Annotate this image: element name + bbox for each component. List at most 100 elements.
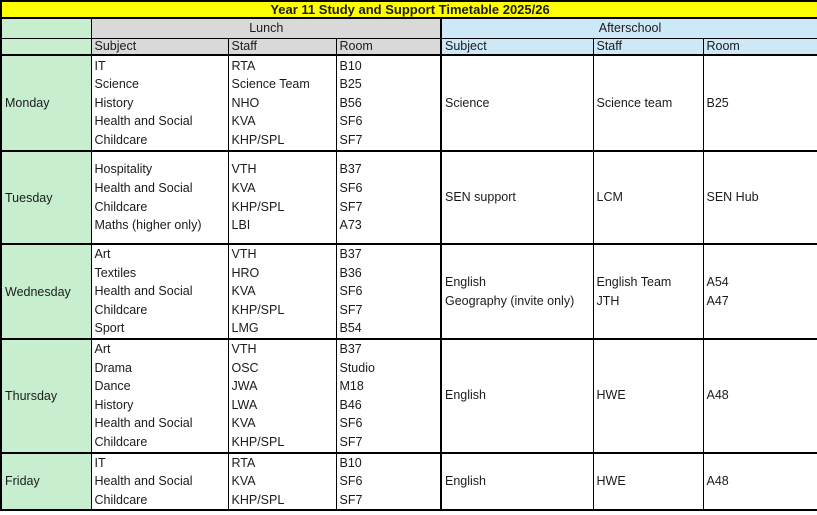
lunch-subject-header: Subject bbox=[90, 37, 229, 56]
lunch-room-cell: B10 B25 B56 SF6 SF7 bbox=[335, 54, 442, 152]
afterschool-room-cell: SEN Hub bbox=[702, 150, 817, 245]
lunch-room-entry: SF6 bbox=[339, 474, 363, 489]
lunch-subject-entry: Drama bbox=[94, 360, 133, 375]
afterschool-room-entry: A48 bbox=[706, 388, 729, 403]
lunch-room-entry: M18 bbox=[339, 379, 364, 394]
lunch-staff-entry: OSC bbox=[231, 360, 259, 375]
lunch-subject-cell: IT Health and Social Childcare bbox=[90, 451, 229, 511]
afterschool-subject-cell: English bbox=[440, 451, 594, 511]
lunch-subject-cell: Hospitality Health and Social Childcare Mat… bbox=[90, 150, 229, 245]
afterschool-subject-entry: SEN support bbox=[445, 190, 516, 205]
afterschool-room-entry: SEN Hub bbox=[706, 190, 759, 205]
day-label: Friday bbox=[0, 451, 92, 511]
lunch-room-entry: A73 bbox=[339, 218, 362, 233]
lunch-room-entry: SF7 bbox=[339, 199, 363, 214]
lunch-subject-entry: IT bbox=[94, 455, 106, 470]
lunch-subject-entry: Sport bbox=[94, 321, 125, 336]
day-row-friday: Friday IT Health and Social Childcare RTA KVA… bbox=[0, 451, 817, 511]
lunch-room-entry: B37 bbox=[339, 247, 362, 262]
lunch-room-entry: SF7 bbox=[339, 492, 363, 507]
lunch-staff-entry: KVA bbox=[231, 416, 256, 431]
afterschool-subject-entry: English bbox=[445, 474, 486, 489]
afterschool-room-cell: A48 bbox=[702, 338, 817, 454]
lunch-subject-entry: Textiles bbox=[94, 265, 137, 280]
afterschool-subject-entry: English bbox=[445, 388, 486, 403]
lunch-room-entry: B10 bbox=[339, 455, 362, 470]
lunch-staff-entry: RTA bbox=[231, 58, 256, 73]
lunch-room-header: Room bbox=[335, 37, 442, 56]
lunch-subject-entry: Health and Social bbox=[94, 284, 193, 299]
day-row-wednesday: Wednesday Art Textiles Health and Social Chi… bbox=[0, 243, 817, 340]
afterschool-staff-entry: Science team bbox=[596, 95, 673, 110]
lunch-room-entry: SF6 bbox=[339, 114, 363, 129]
afterschool-staff-entry: LCM bbox=[596, 190, 623, 205]
lunch-room-entry: SF7 bbox=[339, 302, 363, 317]
lunch-subject-entry: Health and Social bbox=[94, 416, 193, 431]
afterschool-staff-header: Staff bbox=[592, 37, 704, 56]
day-label: Wednesday bbox=[0, 243, 92, 340]
lunch-subject-entry: Hospitality bbox=[94, 162, 153, 177]
afterschool-staff-cell: English Team JTH bbox=[592, 243, 704, 340]
afterschool-subject-entry: English bbox=[445, 274, 486, 289]
lunch-subject-entry: Health and Social bbox=[94, 114, 193, 129]
lunch-staff-header: Staff bbox=[227, 37, 337, 56]
timetable-body: Monday IT Science History Health and Social C… bbox=[0, 54, 817, 511]
lunch-subject-entry: History bbox=[94, 397, 134, 412]
lunch-subject-entry: Science bbox=[94, 77, 139, 92]
afterschool-section-header: Afterschool bbox=[439, 17, 817, 39]
lunch-subject-entry: Art bbox=[94, 247, 111, 262]
lunch-room-cell: B37 SF6 SF7 A73 bbox=[335, 150, 442, 245]
column-header-row: Subject Staff Room Subject Staff Room bbox=[0, 37, 817, 56]
afterschool-room-cell: A54 A47 bbox=[702, 243, 817, 340]
lunch-subject-entry: Childcare bbox=[94, 434, 148, 449]
lunch-room-entry: SF7 bbox=[339, 132, 363, 147]
lunch-staff-entry: LBI bbox=[231, 218, 251, 233]
lunch-staff-cell: VTH KVA KHP/SPL LBI bbox=[227, 150, 337, 245]
lunch-subject-entry: Art bbox=[94, 342, 111, 356]
lunch-subject-entry: Childcare bbox=[94, 302, 148, 317]
lunch-staff-entry: KVA bbox=[231, 180, 256, 195]
lunch-section-header: Lunch bbox=[90, 17, 442, 39]
afterschool-room-cell: A48 bbox=[702, 451, 817, 511]
lunch-staff-entry: JWA bbox=[231, 379, 258, 394]
afterschool-staff-cell: Science team bbox=[592, 54, 704, 152]
day-label: Tuesday bbox=[0, 150, 92, 245]
afterschool-subject-entry: Science bbox=[445, 95, 490, 110]
afterschool-staff-cell: LCM bbox=[592, 150, 704, 245]
lunch-staff-entry: RTA bbox=[231, 455, 256, 470]
lunch-room-cell: B10 SF6 SF7 bbox=[335, 451, 442, 511]
lunch-staff-entry: LMG bbox=[231, 321, 259, 336]
day-row-thursday: Thursday Art Drama Dance History Health and S… bbox=[0, 338, 817, 454]
corner-cell bbox=[0, 37, 92, 56]
afterschool-room-entry: A47 bbox=[706, 293, 729, 308]
afterschool-subject-entry: Geography (invite only) bbox=[445, 293, 575, 308]
lunch-subject-entry: Dance bbox=[94, 379, 131, 394]
afterschool-room-cell: B25 bbox=[702, 54, 817, 152]
day-label: Thursday bbox=[0, 338, 92, 454]
lunch-room-entry: B36 bbox=[339, 265, 362, 280]
lunch-staff-entry: KHP/SPL bbox=[231, 302, 285, 317]
lunch-room-entry: B46 bbox=[339, 397, 362, 412]
lunch-room-entry: B37 bbox=[339, 162, 362, 177]
afterschool-staff-cell: HWE bbox=[592, 338, 704, 454]
lunch-room-entry: B56 bbox=[339, 95, 362, 110]
lunch-room-entry: SF6 bbox=[339, 284, 363, 299]
lunch-staff-entry: KHP/SPL bbox=[231, 434, 285, 449]
day-row-tuesday: Tuesday Hospitality Health and Social Child… bbox=[0, 150, 817, 245]
lunch-room-entry: SF7 bbox=[339, 434, 363, 449]
lunch-staff-cell: VTH OSC JWA LWA KVA KHP/SPL bbox=[227, 338, 337, 454]
lunch-staff-entry: KVA bbox=[231, 474, 256, 489]
lunch-room-entry: B37 bbox=[339, 342, 362, 356]
lunch-staff-cell: VTH HRO KVA KHP/SPL LMG bbox=[227, 243, 337, 340]
corner-cell bbox=[0, 17, 92, 39]
afterschool-staff-entry: HWE bbox=[596, 388, 626, 403]
day-label: Monday bbox=[0, 54, 92, 152]
afterschool-subject-cell: Science bbox=[440, 54, 594, 152]
afterschool-room-entry: A54 bbox=[706, 274, 729, 289]
lunch-room-cell: B37 Studio M18 B46 SF6 SF7 bbox=[335, 338, 442, 454]
lunch-subject-entry: IT bbox=[94, 58, 106, 73]
lunch-subject-entry: Health and Social bbox=[94, 474, 193, 489]
lunch-staff-entry: LWA bbox=[231, 397, 258, 412]
lunch-room-entry: Studio bbox=[339, 360, 375, 375]
